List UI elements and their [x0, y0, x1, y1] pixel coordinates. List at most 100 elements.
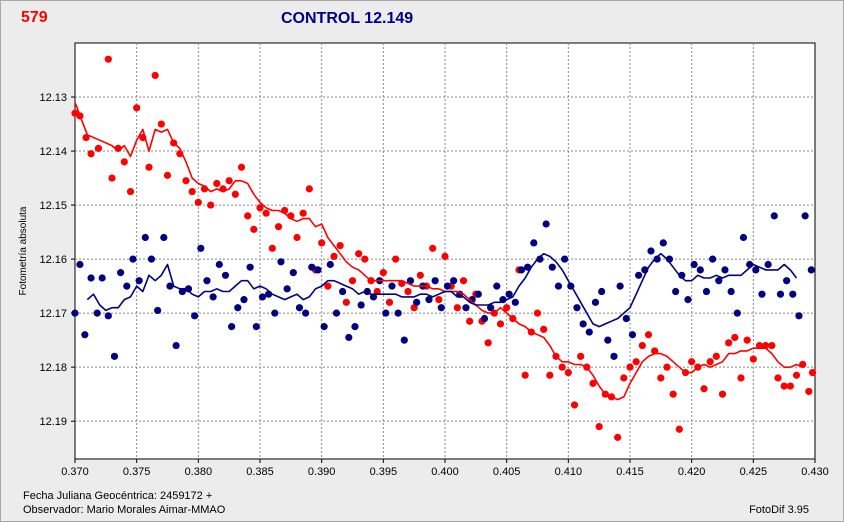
red-data-point — [404, 287, 412, 296]
x-tick-label: 0.385 — [246, 466, 274, 478]
blue-data-point — [462, 304, 470, 312]
red-data-point — [558, 363, 566, 371]
red-data-point — [133, 104, 141, 112]
blue-data-point — [369, 293, 378, 301]
red-data-point — [737, 374, 745, 382]
blue-data-point — [783, 277, 791, 285]
footer-info: Fecha Juliana Geocéntrica: 2459172 + Obs… — [23, 489, 225, 517]
blue-data-point — [246, 263, 254, 271]
blue-data-point — [172, 341, 180, 350]
star-id-label: 579 — [21, 9, 48, 26]
blue-data-point — [178, 287, 186, 296]
red-data-point — [87, 150, 95, 158]
blue-data-point — [715, 277, 723, 285]
light-curve-chart: 0.370 0.375 0.380 0.385 0.390 0.395 0.400 0.405… — [18, 42, 829, 478]
red-data-point — [564, 368, 572, 377]
red-data-point — [743, 336, 751, 344]
y-tick-label: 12.15 — [39, 200, 67, 212]
red-data-point — [163, 171, 172, 179]
red-data-point — [108, 174, 116, 182]
red-data-point — [299, 209, 307, 217]
red-data-point — [546, 371, 554, 379]
red-data-point — [620, 374, 628, 382]
software-version-label: FotoDif 3.95 — [749, 504, 809, 516]
y-tick-label: 12.18 — [39, 362, 67, 374]
blue-data-point — [659, 239, 667, 247]
blue-data-point — [382, 309, 390, 317]
blue-data-point — [635, 271, 643, 279]
blue-data-point — [283, 285, 291, 293]
red-data-point — [342, 298, 350, 306]
blue-data-point — [437, 304, 445, 312]
red-data-point — [786, 382, 794, 390]
blue-data-point — [339, 287, 347, 296]
blue-data-point — [573, 304, 581, 312]
red-data-point — [410, 304, 418, 312]
red-data-point — [503, 304, 511, 312]
blue-data-point — [672, 287, 680, 296]
blue-data-point — [764, 260, 772, 269]
blue-data-point — [104, 312, 112, 320]
red-data-point — [626, 363, 634, 371]
blue-data-point — [604, 336, 612, 344]
red-data-point — [718, 390, 727, 398]
blue-data-point — [536, 255, 544, 263]
red-data-point — [262, 209, 270, 217]
blue-data-point — [622, 314, 630, 323]
red-data-point — [725, 339, 733, 347]
blue-data-point — [203, 277, 211, 285]
blue-data-point — [234, 304, 242, 312]
red-data-point — [256, 204, 264, 212]
x-tick-label: 0.420 — [678, 466, 706, 478]
x-tick-label: 0.370 — [61, 466, 89, 478]
blue-data-point — [209, 293, 217, 301]
red-data-point — [330, 252, 338, 261]
red-data-point — [231, 190, 239, 198]
blue-data-point — [684, 296, 692, 304]
blue-data-point — [505, 290, 513, 298]
x-tick-label: 0.380 — [185, 466, 213, 478]
red-data-point — [250, 225, 258, 233]
red-data-point — [762, 341, 770, 350]
red-data-point — [589, 379, 597, 387]
blue-data-point — [530, 239, 538, 247]
blue-data-point — [76, 260, 84, 269]
red-data-point — [663, 363, 671, 371]
red-data-point — [805, 387, 813, 396]
red-data-point — [675, 425, 683, 433]
blue-data-point — [117, 269, 125, 277]
red-data-point — [706, 358, 714, 366]
blue-data-point — [93, 309, 101, 317]
blue-data-point — [598, 287, 606, 296]
red-data-point — [496, 320, 505, 328]
chart-title: CONTROL 12.149 — [281, 10, 414, 27]
red-data-point — [324, 282, 332, 290]
blue-data-point — [160, 233, 168, 242]
blue-data-point — [110, 352, 119, 360]
blue-data-point — [277, 258, 285, 266]
blue-data-point — [653, 255, 661, 263]
julian-date-label: Fecha Juliana Geocéntrica: 2459172 + — [23, 490, 213, 502]
blue-data-point — [129, 255, 137, 263]
red-data-point — [792, 371, 801, 379]
red-data-point — [157, 120, 165, 128]
blue-data-point — [197, 244, 205, 252]
blue-data-point — [561, 255, 569, 263]
blue-data-point — [678, 271, 686, 279]
x-tick-label: 0.395 — [370, 466, 398, 478]
red-data-point — [466, 317, 474, 325]
blue-data-point — [147, 255, 156, 263]
y-tick-label: 12.19 — [39, 416, 67, 428]
blue-data-point — [258, 293, 267, 301]
blue-data-point — [727, 287, 735, 296]
blue-data-point — [302, 309, 310, 317]
red-data-point — [808, 368, 817, 377]
blue-data-point — [443, 282, 452, 290]
x-tick-label: 0.410 — [555, 466, 583, 478]
blue-data-point — [228, 323, 236, 331]
blue-data-point — [320, 323, 328, 331]
red-data-point — [540, 325, 548, 333]
red-data-point — [577, 352, 585, 360]
red-data-point — [484, 339, 492, 347]
